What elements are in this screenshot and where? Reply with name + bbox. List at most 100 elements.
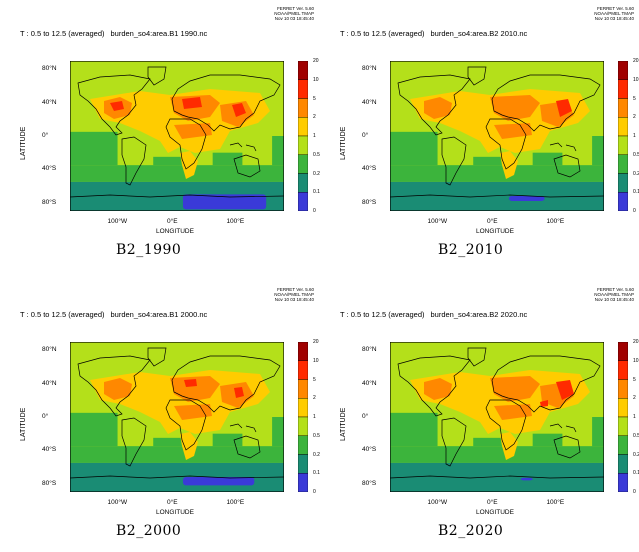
colorbar-level-label: 0 [313, 489, 316, 495]
field-antarctic-blue [182, 194, 267, 210]
ferret-stamp: FERRET Ver. 5.60 NOAA/PMEL TMAP Nov 10 03 … [274, 6, 314, 21]
colorbar-swatch [298, 61, 308, 80]
colorbar-level-label: 5 [633, 376, 636, 383]
colorbar-level-label: 0.2 [633, 451, 639, 458]
colorbar-swatch [618, 360, 628, 380]
colorbar-level-label: 0 [633, 208, 636, 214]
panel-caption: B2_2000 [116, 523, 182, 539]
ferret-stamp: FERRET Ver. 5.60 NOAA/PMEL TMAP Nov 10 03 … [594, 287, 634, 302]
y-tick-label: 40°N [362, 98, 377, 106]
x-tick-label: 100°E [546, 218, 565, 225]
map-frame [390, 342, 604, 492]
y-tick-label: 80°S [42, 198, 57, 206]
colorbar-level-label: 5 [633, 95, 636, 102]
colorbar-swatch [298, 398, 308, 418]
colorbar-swatch [618, 173, 628, 193]
colorbar-swatch [618, 135, 628, 155]
x-axis-label: LONGITUDE [156, 509, 194, 516]
colorbar-swatch [298, 135, 308, 155]
x-tick-label: 100°W [107, 499, 128, 506]
y-axis-label: LATITUDE [20, 407, 27, 441]
colorbar-swatch [618, 473, 628, 492]
x-tick-label: 100°W [427, 499, 448, 506]
colorbar-swatch [298, 435, 308, 455]
colorbar-level-label: 0.2 [633, 170, 639, 177]
map-title-variable: T : 0.5 to 12.5 (averaged) [20, 310, 105, 319]
map-title-file: burden_so4:area.B1 2000.nc [110, 310, 208, 319]
colorbar-swatch [618, 342, 628, 361]
x-tick-label: 0°E [167, 218, 178, 225]
colorbar-level-label: 2 [633, 395, 636, 402]
colorbar-swatch [298, 154, 308, 174]
colorbar-level-label: 5 [313, 376, 316, 383]
colorbar-level-label: 20 [633, 58, 639, 64]
x-axis-label: LONGITUDE [476, 228, 514, 235]
x-tick-label: 100°W [107, 218, 128, 225]
y-tick-label: 80°N [42, 65, 57, 73]
map-title-file: burden_so4:area.B2 2010.nc [430, 29, 528, 38]
colorbar-swatch [298, 473, 308, 492]
colorbar-swatch [618, 117, 628, 137]
map-frame [70, 61, 284, 211]
colorbar-level-label: 20 [313, 339, 319, 345]
y-tick-label: 40°N [42, 379, 57, 387]
map-frame [70, 342, 284, 492]
colorbar-swatch [618, 192, 628, 211]
y-tick-label: 80°N [362, 65, 377, 73]
ferret-stamp-line: Nov 10 03 18:45:40 [594, 297, 634, 302]
x-tick-label: 0°E [487, 499, 498, 506]
colorbar-level-label: 1 [313, 133, 316, 139]
colorbar-level-label: 10 [313, 357, 319, 364]
y-tick-label: 80°S [362, 479, 377, 487]
colorbar-swatch [618, 398, 628, 418]
colorbar-swatch [618, 379, 628, 399]
coastlines [390, 347, 604, 479]
sulfate-burden-map [390, 342, 604, 492]
panel-caption: B2_2020 [438, 523, 504, 539]
colorbar-swatch [618, 154, 628, 174]
colorbar-level-label: 2 [313, 114, 316, 121]
ferret-stamp-line: Nov 10 03 18:45:40 [274, 297, 314, 302]
x-tick-label: 100°E [226, 218, 245, 225]
ferret-stamp-line: FERRET Ver. 5.60 [277, 287, 314, 292]
x-tick-label: 0°E [487, 218, 498, 225]
y-tick-label: 80°N [362, 346, 377, 354]
ferret-stamp: FERRET Ver. 5.60 NOAA/PMEL TMAP Nov 10 03 … [594, 6, 634, 21]
colorbar-swatch [298, 379, 308, 399]
ferret-stamp-line: FERRET Ver. 5.60 [597, 287, 634, 292]
map-panel-b2-1990: T : 0.5 to 12.5 (averaged) burden_so4:are… [18, 2, 320, 258]
colorbar-level-label: 0.5 [633, 432, 639, 439]
colorbar-swatch [618, 416, 628, 436]
map-panel-b2-2000: T : 0.5 to 12.5 (averaged) burden_so4:are… [18, 283, 320, 539]
colorbar-level-label: 10 [633, 357, 639, 364]
colorbar-swatch [298, 360, 308, 380]
y-tick-label: 80°S [42, 479, 57, 487]
colorbar-level-label: 0 [633, 489, 636, 495]
field-southern-green [70, 446, 284, 463]
field-antarctic-blue [520, 477, 533, 481]
map-title: T : 0.5 to 12.5 (averaged) burden_so4:are… [20, 311, 213, 319]
map-title-file: burden_so4:area.B1 1990.nc [110, 29, 208, 38]
field-southern-green [390, 165, 604, 182]
y-tick-label: 80°N [42, 346, 57, 354]
map-title-variable: T : 0.5 to 12.5 (averaged) [340, 310, 425, 319]
y-axis-label: LATITUDE [340, 126, 347, 160]
colorbar-swatch [298, 454, 308, 474]
field-southern-green [390, 446, 604, 463]
colorbar [618, 61, 628, 211]
colorbar-level-label: 0.1 [313, 470, 320, 477]
map-title: T : 0.5 to 12.5 (averaged) burden_so4:are… [20, 30, 213, 38]
y-tick-label: 40°S [42, 446, 57, 454]
y-tick-label: 0° [42, 413, 49, 420]
sulfate-burden-map [70, 342, 284, 492]
ferret-stamp-line: NOAA/PMEL TMAP [594, 292, 634, 297]
colorbar-level-label: 0.1 [313, 189, 320, 196]
colorbar-swatch [298, 79, 308, 99]
sulfate-burden-map [390, 61, 604, 211]
colorbar-swatch [618, 98, 628, 118]
colorbar-level-label: 0 [313, 208, 316, 214]
y-tick-label: 40°S [362, 446, 377, 454]
colorbar-level-label: 0.1 [633, 189, 639, 196]
colorbar-level-label: 0.2 [313, 170, 320, 177]
x-tick-label: 100°E [226, 499, 245, 506]
